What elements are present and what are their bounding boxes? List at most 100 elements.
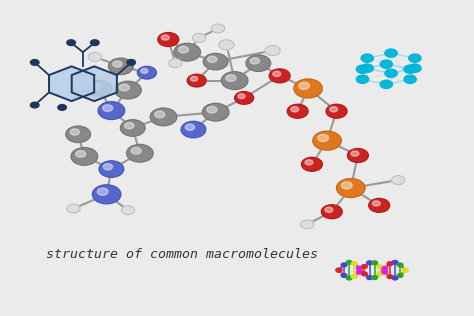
Circle shape: [329, 106, 337, 112]
Circle shape: [141, 69, 148, 73]
Circle shape: [97, 188, 108, 195]
Circle shape: [392, 276, 398, 280]
Circle shape: [76, 151, 86, 157]
Circle shape: [337, 179, 365, 198]
Circle shape: [92, 185, 121, 204]
Circle shape: [402, 268, 408, 272]
Circle shape: [372, 201, 380, 206]
Circle shape: [202, 103, 229, 121]
Circle shape: [356, 270, 362, 274]
Circle shape: [91, 40, 99, 46]
Circle shape: [103, 164, 113, 170]
Circle shape: [67, 89, 80, 98]
Circle shape: [66, 126, 91, 143]
Circle shape: [191, 76, 198, 81]
Circle shape: [341, 263, 347, 267]
Circle shape: [70, 129, 80, 135]
Circle shape: [125, 123, 134, 129]
Circle shape: [301, 220, 314, 229]
Circle shape: [397, 263, 403, 267]
Circle shape: [326, 104, 347, 118]
Circle shape: [382, 270, 388, 274]
Circle shape: [273, 71, 281, 76]
Circle shape: [67, 40, 75, 46]
Circle shape: [219, 40, 234, 50]
Polygon shape: [72, 66, 117, 101]
Circle shape: [356, 75, 369, 83]
Circle shape: [226, 75, 236, 82]
Circle shape: [131, 148, 141, 154]
Circle shape: [88, 52, 101, 61]
Circle shape: [71, 148, 98, 165]
Circle shape: [372, 261, 377, 265]
Circle shape: [336, 268, 342, 272]
Circle shape: [301, 157, 322, 171]
Circle shape: [291, 106, 299, 112]
Circle shape: [351, 151, 359, 156]
Circle shape: [246, 55, 271, 71]
Circle shape: [169, 59, 182, 68]
Circle shape: [119, 84, 129, 91]
Circle shape: [115, 81, 141, 99]
Circle shape: [127, 144, 153, 162]
Circle shape: [299, 82, 310, 89]
Circle shape: [336, 268, 342, 272]
Circle shape: [30, 59, 39, 65]
Circle shape: [181, 121, 206, 138]
Circle shape: [397, 274, 403, 277]
Circle shape: [174, 43, 201, 61]
Circle shape: [67, 204, 80, 213]
Circle shape: [356, 65, 369, 73]
Circle shape: [221, 72, 248, 89]
Circle shape: [211, 24, 225, 33]
Circle shape: [377, 264, 383, 268]
Circle shape: [362, 272, 367, 276]
Circle shape: [409, 64, 421, 72]
Circle shape: [158, 33, 179, 46]
Circle shape: [409, 54, 421, 62]
Circle shape: [392, 176, 405, 185]
Circle shape: [404, 75, 416, 83]
Circle shape: [347, 149, 368, 162]
Circle shape: [380, 80, 392, 88]
Circle shape: [362, 264, 367, 268]
Circle shape: [318, 134, 328, 142]
Circle shape: [305, 160, 313, 165]
Circle shape: [265, 46, 280, 56]
Circle shape: [150, 108, 177, 126]
Circle shape: [385, 49, 397, 57]
Circle shape: [192, 33, 206, 42]
Circle shape: [380, 60, 392, 68]
Circle shape: [120, 120, 145, 136]
Circle shape: [179, 46, 189, 53]
Circle shape: [287, 104, 308, 118]
Polygon shape: [49, 66, 94, 101]
Circle shape: [369, 198, 390, 212]
Circle shape: [341, 274, 347, 277]
Circle shape: [121, 206, 135, 215]
Circle shape: [99, 161, 124, 177]
Circle shape: [367, 261, 373, 265]
Circle shape: [377, 272, 383, 276]
Circle shape: [385, 69, 397, 77]
Circle shape: [187, 74, 206, 87]
Circle shape: [269, 69, 290, 83]
Circle shape: [294, 79, 322, 98]
Circle shape: [313, 131, 341, 150]
Circle shape: [321, 205, 342, 219]
Text: structure of common macromolecules: structure of common macromolecules: [46, 248, 319, 261]
Circle shape: [351, 275, 357, 279]
Circle shape: [404, 65, 416, 73]
Circle shape: [356, 266, 362, 270]
Circle shape: [325, 207, 333, 212]
Circle shape: [103, 105, 113, 112]
Circle shape: [109, 58, 133, 75]
Circle shape: [207, 106, 217, 113]
Circle shape: [387, 275, 393, 279]
Circle shape: [341, 182, 352, 189]
Circle shape: [235, 92, 254, 104]
Circle shape: [113, 61, 122, 67]
Circle shape: [250, 58, 260, 64]
Circle shape: [361, 64, 374, 72]
Circle shape: [382, 266, 388, 270]
